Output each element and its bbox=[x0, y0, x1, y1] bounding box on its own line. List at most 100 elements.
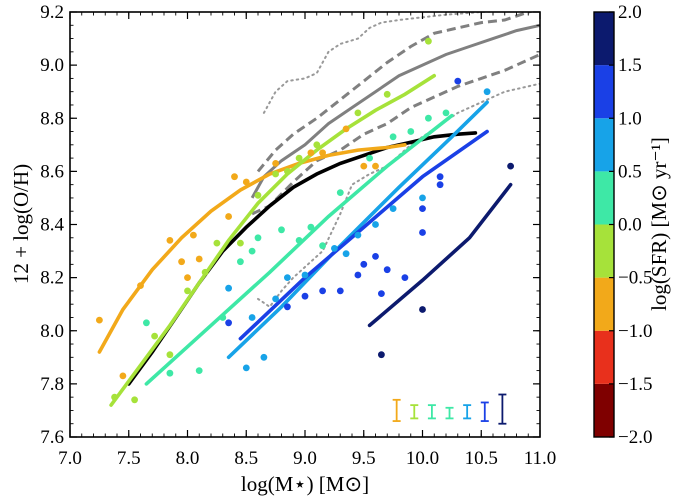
data-point bbox=[272, 160, 279, 167]
y-tick-label: 8.6 bbox=[40, 161, 64, 182]
data-point bbox=[213, 239, 221, 247]
data-point bbox=[342, 125, 350, 133]
data-point bbox=[242, 178, 250, 186]
colorbar: −2.0 −1.5 −1.0 −0.5 0.0 0.5 1.0 1.5 2.0 bbox=[593, 2, 652, 448]
data-point bbox=[507, 162, 514, 170]
data-point bbox=[219, 314, 227, 321]
data-point bbox=[166, 369, 174, 377]
data-point bbox=[336, 189, 344, 197]
y-axis-title: 12 + log(O/H) bbox=[9, 164, 33, 284]
colorbar-tick-label: 1.5 bbox=[618, 55, 642, 76]
x-tick-label: 8.5 bbox=[234, 448, 258, 469]
x-tick-label: 7.5 bbox=[117, 448, 141, 469]
data-point bbox=[425, 114, 432, 122]
data-point bbox=[319, 287, 326, 295]
colorbar-tick-label: −1.5 bbox=[618, 374, 652, 395]
data-point bbox=[225, 319, 233, 327]
colorbar-bin bbox=[594, 65, 614, 119]
x-tick-label: 9.5 bbox=[352, 448, 376, 469]
data-point bbox=[372, 162, 379, 170]
reference-curve-dashed bbox=[251, 53, 540, 216]
data-point bbox=[284, 168, 291, 175]
data-point bbox=[248, 247, 256, 255]
data-point bbox=[184, 287, 191, 295]
data-point bbox=[184, 274, 191, 281]
data-point bbox=[248, 314, 256, 321]
x-tick-label: 8.0 bbox=[176, 448, 200, 469]
fit-line bbox=[144, 113, 454, 386]
y-axis: 7.6 7.8 8.0 8.2 8.4 8.6 8.8 9.0 9.2 bbox=[40, 2, 540, 448]
data-point bbox=[284, 303, 291, 311]
data-point bbox=[419, 194, 426, 202]
fit-line bbox=[367, 182, 513, 328]
data-point bbox=[436, 173, 444, 181]
colorbar-tick-label: −0.5 bbox=[618, 268, 652, 289]
data-point bbox=[389, 205, 397, 213]
x-tick-label: 11.0 bbox=[524, 448, 557, 469]
data-point bbox=[383, 266, 391, 274]
fit-lines bbox=[97, 73, 513, 407]
data-point bbox=[237, 239, 244, 247]
data-point bbox=[190, 231, 197, 239]
y-tick-label: 7.6 bbox=[40, 427, 64, 448]
data-point bbox=[342, 250, 350, 258]
data-point bbox=[231, 173, 238, 181]
data-point bbox=[260, 353, 268, 361]
y-tick-label: 8.0 bbox=[40, 321, 64, 342]
data-point bbox=[278, 226, 285, 234]
data-point bbox=[331, 245, 338, 252]
data-point bbox=[419, 306, 426, 313]
data-point bbox=[166, 237, 174, 244]
data-point bbox=[419, 205, 426, 213]
data-point bbox=[178, 258, 186, 266]
data-point bbox=[354, 271, 362, 279]
data-point bbox=[111, 393, 118, 401]
y-tick-label: 8.4 bbox=[40, 215, 64, 236]
data-point bbox=[313, 141, 321, 149]
colorbar-tick-label: 0.5 bbox=[618, 161, 642, 182]
data-point bbox=[131, 396, 139, 404]
colorbar-bin bbox=[594, 224, 614, 278]
data-point bbox=[272, 170, 279, 178]
data-point bbox=[419, 229, 426, 236]
data-point bbox=[307, 223, 315, 231]
data-point bbox=[242, 364, 250, 372]
colorbar-bin bbox=[594, 277, 614, 331]
data-point bbox=[401, 274, 409, 281]
x-tick-label: 9.0 bbox=[293, 448, 317, 469]
y-tick-label: 8.2 bbox=[40, 268, 64, 289]
data-point bbox=[442, 109, 450, 117]
data-point bbox=[225, 213, 233, 220]
x-tick-label: 10.0 bbox=[406, 448, 439, 469]
data-point bbox=[319, 149, 326, 157]
data-point bbox=[354, 109, 362, 117]
colorbar-bin bbox=[594, 383, 614, 437]
x-axis-title: log(M⋆) [M⊙] bbox=[241, 472, 369, 496]
x-axis: 7.0 7.5 8.0 8.5 9.0 9.5 10.0 10.5 11.0 bbox=[58, 12, 556, 469]
data-point bbox=[225, 284, 233, 292]
data-point bbox=[372, 221, 379, 228]
data-point bbox=[366, 154, 373, 162]
colorbar-tick-label: 0.0 bbox=[618, 215, 642, 236]
data-point bbox=[372, 253, 379, 260]
data-points bbox=[96, 37, 514, 404]
colorbar-bin bbox=[594, 12, 614, 66]
error-bars bbox=[392, 393, 507, 425]
colorbar-tick-label: −1.0 bbox=[618, 321, 652, 342]
colorbar-tick-label: −2.0 bbox=[618, 427, 652, 448]
fit-line bbox=[97, 143, 407, 354]
data-point bbox=[195, 367, 203, 374]
y-tick-label: 9.2 bbox=[40, 2, 64, 23]
data-point bbox=[307, 149, 315, 157]
data-point bbox=[119, 372, 127, 380]
x-tick-label: 10.5 bbox=[465, 448, 498, 469]
data-point bbox=[284, 274, 291, 281]
data-point bbox=[137, 282, 144, 289]
colorbar-bin bbox=[594, 171, 614, 225]
fit-line bbox=[226, 100, 489, 360]
colorbar-title: log(SFR) [M⊙ yr⁻¹] bbox=[647, 137, 671, 311]
data-point bbox=[336, 287, 344, 295]
colorbar-bin bbox=[594, 330, 614, 384]
